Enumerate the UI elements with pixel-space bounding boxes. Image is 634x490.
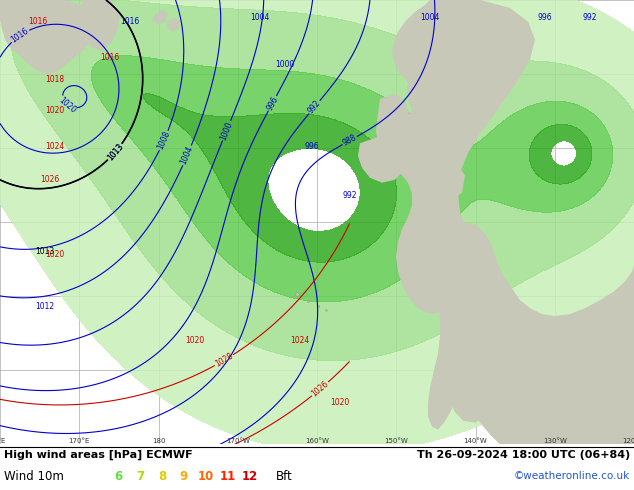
Text: 1000: 1000 — [275, 60, 295, 69]
Text: 8: 8 — [158, 469, 166, 483]
Text: 988: 988 — [341, 133, 358, 148]
Text: 7: 7 — [136, 469, 144, 483]
Text: 10: 10 — [198, 469, 214, 483]
Text: 992: 992 — [306, 98, 323, 116]
Polygon shape — [152, 10, 168, 24]
Polygon shape — [388, 0, 535, 314]
Text: 1020: 1020 — [46, 250, 65, 259]
Text: 170°E: 170°E — [68, 439, 90, 444]
Text: ©weatheronline.co.uk: ©weatheronline.co.uk — [514, 471, 630, 481]
Text: 11: 11 — [220, 469, 236, 483]
Text: 992: 992 — [343, 191, 357, 200]
Polygon shape — [376, 94, 410, 166]
Text: 1004: 1004 — [179, 145, 195, 166]
Text: Th 26-09-2024 18:00 UTC (06+84): Th 26-09-2024 18:00 UTC (06+84) — [417, 450, 630, 460]
Polygon shape — [358, 136, 405, 183]
Polygon shape — [412, 64, 448, 114]
Polygon shape — [395, 48, 458, 121]
Text: 150°W: 150°W — [384, 439, 408, 444]
Text: 160°W: 160°W — [305, 439, 329, 444]
Text: 1000: 1000 — [219, 120, 235, 141]
Text: 1024: 1024 — [46, 142, 65, 150]
Text: 120°W: 120°W — [622, 439, 634, 444]
Text: 1026: 1026 — [41, 175, 60, 184]
Text: 1026: 1026 — [310, 379, 330, 399]
Text: 0°E: 0°E — [0, 439, 6, 444]
Polygon shape — [167, 18, 180, 31]
Text: 1013: 1013 — [105, 142, 125, 162]
Text: 1013: 1013 — [105, 142, 125, 162]
Text: 9: 9 — [180, 469, 188, 483]
Text: 6: 6 — [114, 469, 122, 483]
Text: 1020: 1020 — [330, 398, 349, 408]
Polygon shape — [82, 0, 120, 51]
Text: 1016: 1016 — [120, 17, 139, 26]
Text: Wind 10m: Wind 10m — [4, 469, 64, 483]
Text: 1018: 1018 — [46, 74, 65, 83]
Text: 1020: 1020 — [46, 106, 65, 115]
Text: 130°W: 130°W — [543, 439, 567, 444]
Text: Bft: Bft — [276, 469, 293, 483]
Text: 1004: 1004 — [250, 13, 269, 22]
Text: 12: 12 — [242, 469, 258, 483]
Text: 1020: 1020 — [57, 95, 77, 115]
Text: High wind areas [hPa] ECMWF: High wind areas [hPa] ECMWF — [4, 450, 193, 461]
Polygon shape — [410, 153, 465, 205]
Polygon shape — [450, 370, 492, 423]
Text: 1020: 1020 — [185, 336, 205, 345]
Polygon shape — [413, 143, 435, 170]
Text: 996: 996 — [265, 95, 280, 112]
Polygon shape — [0, 0, 100, 74]
Text: 1004: 1004 — [420, 13, 440, 22]
Text: 180: 180 — [152, 439, 165, 444]
Text: 1016: 1016 — [100, 53, 120, 62]
Text: 1016: 1016 — [29, 17, 48, 26]
Text: 1008: 1008 — [156, 130, 172, 151]
Polygon shape — [430, 0, 634, 444]
Polygon shape — [428, 272, 482, 430]
Text: 140°W: 140°W — [463, 439, 488, 444]
Text: 1016: 1016 — [10, 26, 30, 45]
Text: 996: 996 — [538, 13, 552, 22]
Text: 992: 992 — [583, 13, 597, 22]
Polygon shape — [448, 331, 492, 389]
Polygon shape — [422, 123, 460, 166]
Text: 996: 996 — [305, 142, 320, 150]
Text: 170°W: 170°W — [226, 439, 250, 444]
Text: 1013: 1013 — [36, 247, 55, 256]
Text: 1012: 1012 — [36, 302, 55, 311]
Text: 1028: 1028 — [214, 351, 235, 369]
Text: 1024: 1024 — [290, 336, 309, 345]
